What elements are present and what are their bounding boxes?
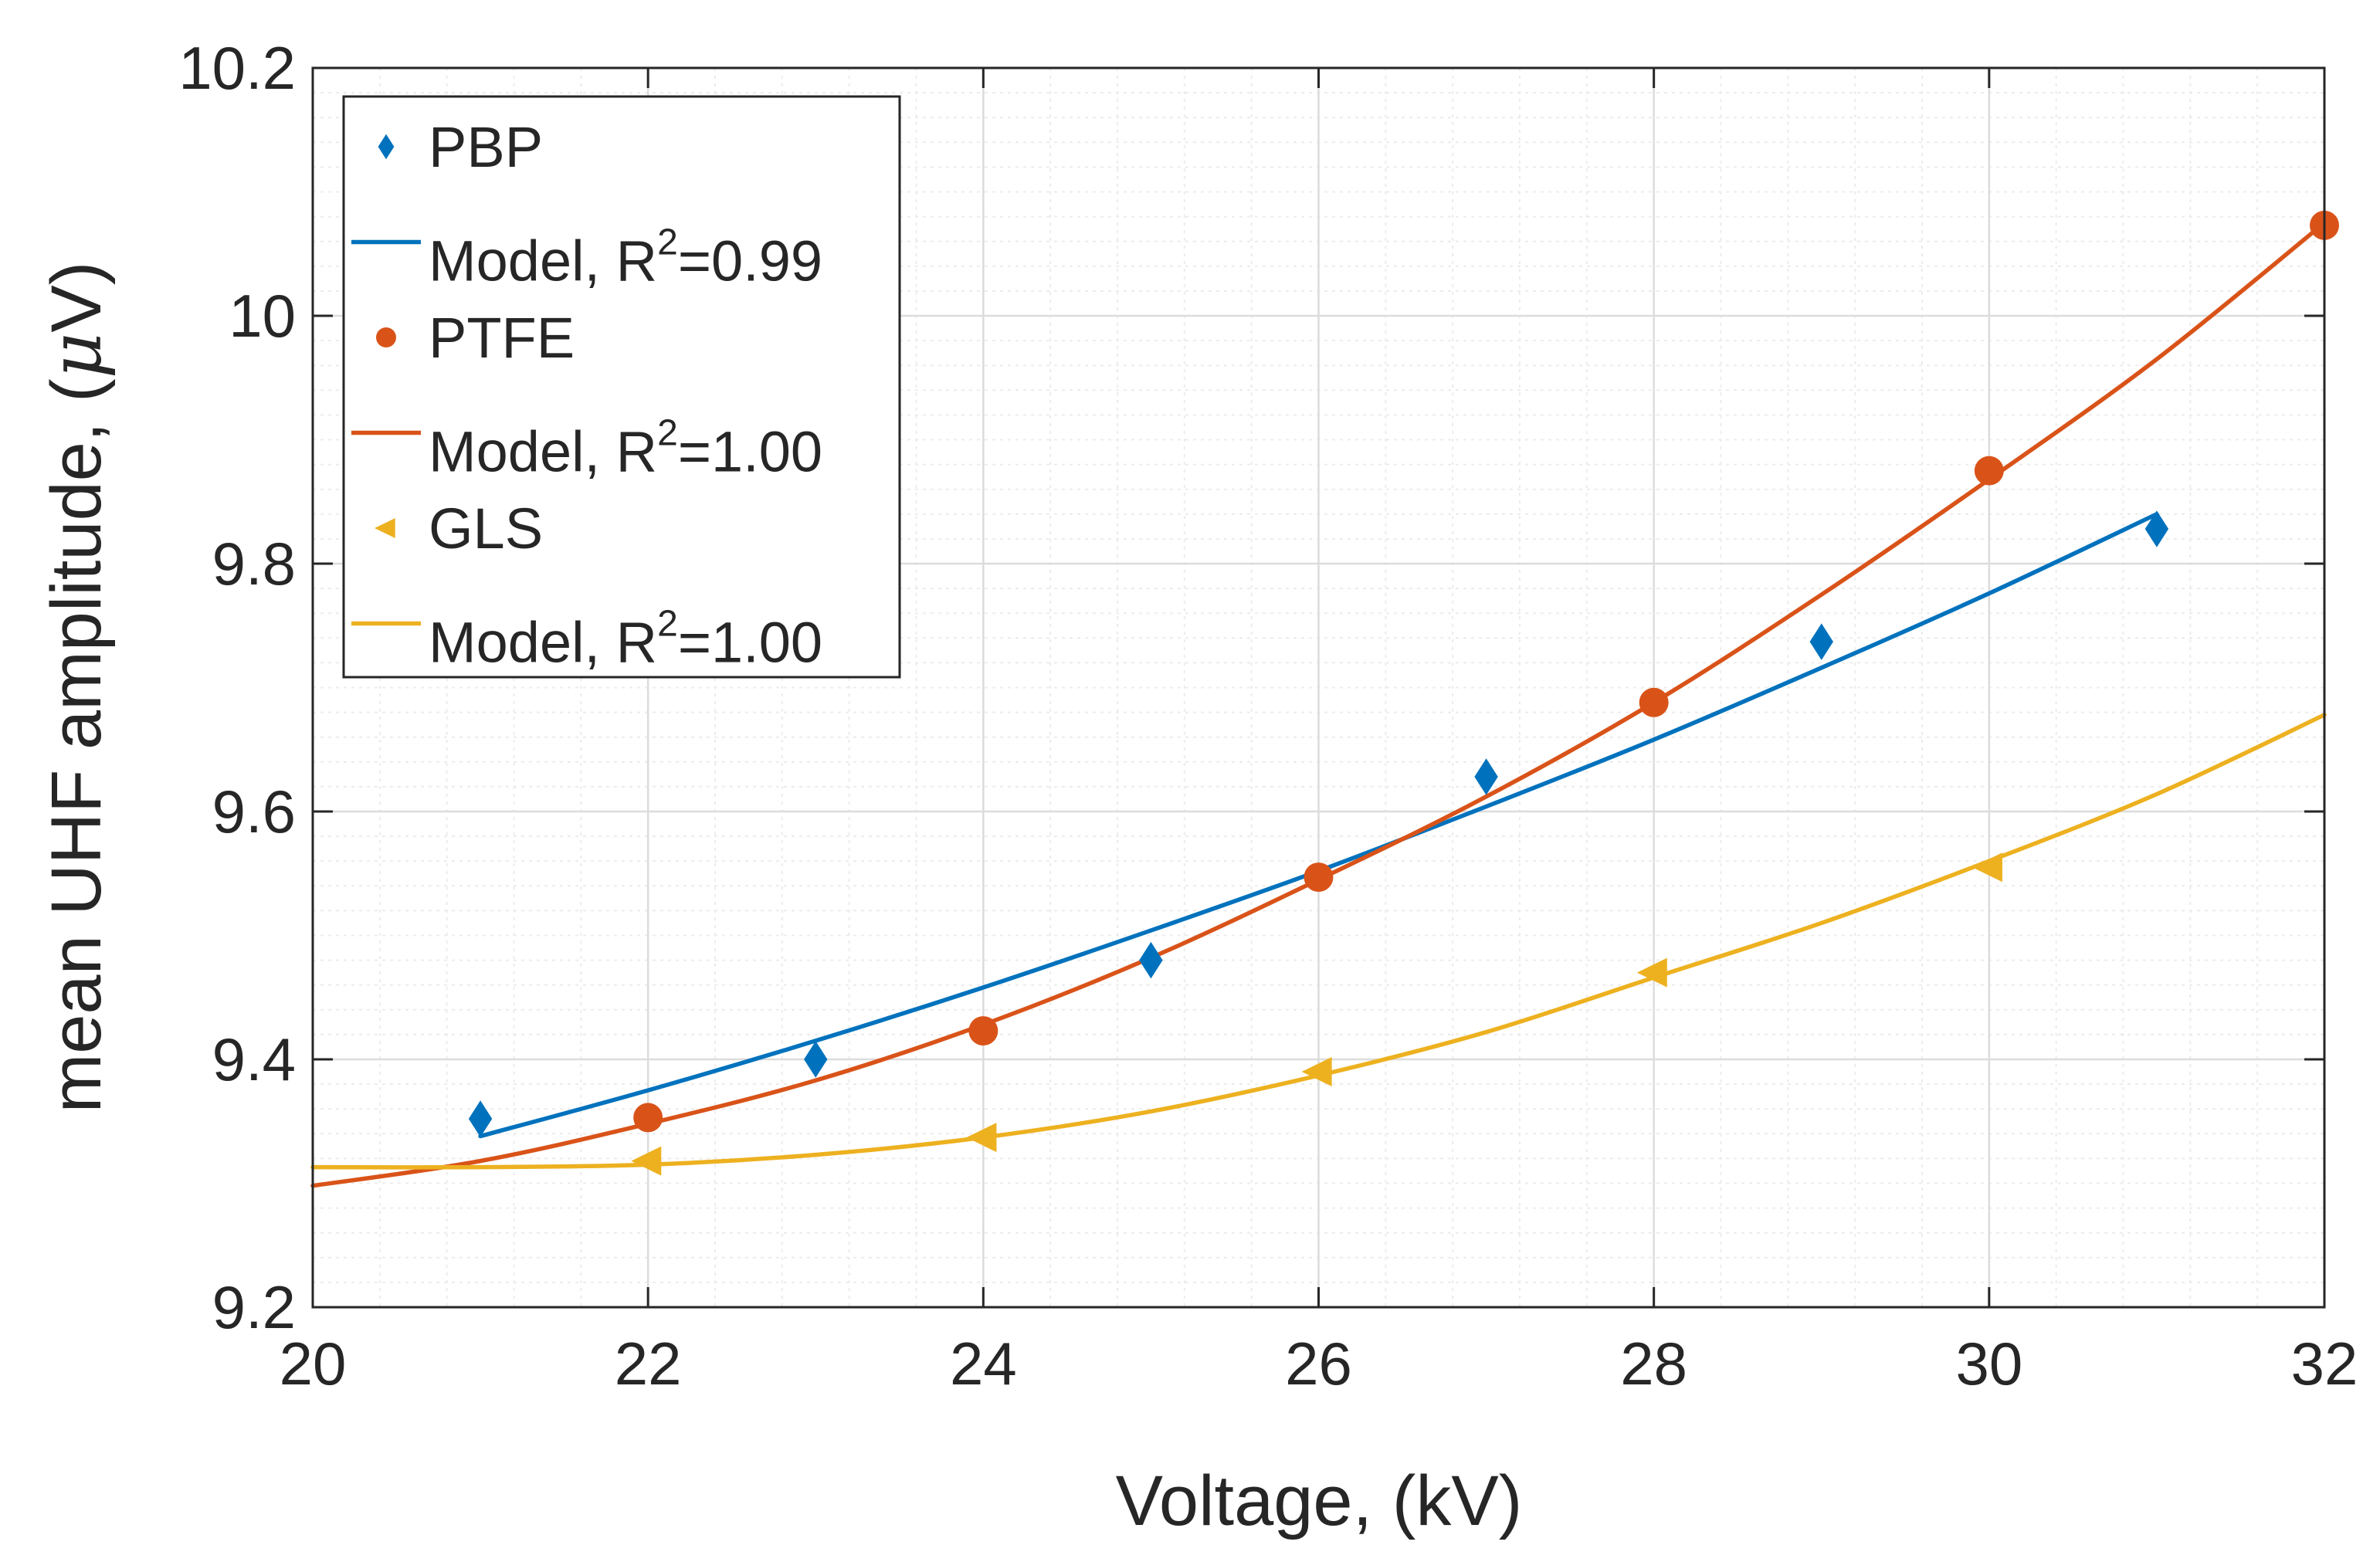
y-axis-title-suffix: V) xyxy=(37,262,116,333)
ptfe-point xyxy=(633,1103,663,1133)
legend-label-1: Model, R2=0.99 xyxy=(429,222,822,293)
legend-label-5: Model, R2=1.00 xyxy=(429,604,822,675)
legend-label-text: GLS xyxy=(429,496,543,561)
pbp-point xyxy=(1474,758,1498,795)
legend-label-text: PBP xyxy=(429,115,543,179)
pbp-point xyxy=(468,1100,493,1137)
gls-point xyxy=(1971,852,2002,883)
x-tick-label: 28 xyxy=(1620,1330,1687,1398)
legend-label-0: PBP xyxy=(429,115,543,179)
x-tick-label: 30 xyxy=(1955,1330,2022,1398)
y-tick-label: 10 xyxy=(229,282,296,350)
legend-label-text: Model, R xyxy=(429,420,657,484)
ptfe-point xyxy=(1974,456,2004,486)
pbp-point xyxy=(804,1041,828,1078)
pbp-point xyxy=(1139,941,1163,979)
x-tick-label: 22 xyxy=(615,1330,682,1398)
legend-label-superscript: 2 xyxy=(657,413,678,454)
y-tick-label: 9.2 xyxy=(212,1273,296,1341)
legend-label-4: GLS xyxy=(429,496,543,561)
y-tick-labels: 9.2 9.4 9.6 9.8 10 10.2 xyxy=(178,34,296,1341)
legend-symbol-pbp xyxy=(378,134,395,160)
pbp-point xyxy=(2144,510,2169,547)
data-markers xyxy=(468,210,2339,1176)
x-tick-label: 20 xyxy=(280,1330,347,1398)
gls-point xyxy=(631,1146,662,1176)
y-axis-title: mean UHF amplitude, (μV) xyxy=(35,262,117,1113)
y-tick-label: 10.2 xyxy=(178,34,296,102)
y-tick-label: 9.6 xyxy=(212,778,296,845)
x-tick-labels: 20 22 24 26 28 30 32 xyxy=(280,1330,2358,1398)
x-axis-title: Voltage, (kV) xyxy=(1116,1462,1523,1540)
legend-label-tail: =1.00 xyxy=(678,420,822,484)
legend-label-text: Model, R xyxy=(429,229,657,293)
ptfe-point xyxy=(968,1016,998,1046)
x-tick-label: 26 xyxy=(1285,1330,1352,1398)
legend-box xyxy=(342,95,901,679)
legend-label-text: PTFE xyxy=(429,306,575,370)
ptfe-point xyxy=(1639,687,1669,717)
axis-ticks xyxy=(311,66,2326,1309)
legend-label-2: PTFE xyxy=(429,306,575,370)
legend-label-superscript: 2 xyxy=(657,604,678,645)
grid xyxy=(311,66,2326,1309)
legend-label-3: Model, R2=1.00 xyxy=(429,413,822,484)
y-tick-label: 9.8 xyxy=(212,530,296,598)
gls-point xyxy=(966,1123,997,1153)
x-tick-label: 32 xyxy=(2291,1330,2358,1398)
legend-label-tail: =0.99 xyxy=(678,229,822,293)
legend-label-tail: =1.00 xyxy=(678,611,822,675)
x-tick-label: 24 xyxy=(950,1330,1017,1398)
ptfe-point xyxy=(1304,862,1334,893)
y-axis-title-mu: μ xyxy=(35,333,117,379)
legend-symbol-gls xyxy=(375,518,395,538)
legend-symbol-ptfe xyxy=(376,327,396,347)
gls-point xyxy=(1636,957,1667,988)
gls-point xyxy=(1301,1057,1332,1087)
pbp-point xyxy=(1809,623,1833,660)
y-tick-label: 9.4 xyxy=(212,1025,296,1093)
legend-label-superscript: 2 xyxy=(657,222,678,263)
y-axis-title-prefix: mean UHF amplitude, ( xyxy=(37,378,116,1113)
legend-label-text: Model, R xyxy=(429,611,657,675)
